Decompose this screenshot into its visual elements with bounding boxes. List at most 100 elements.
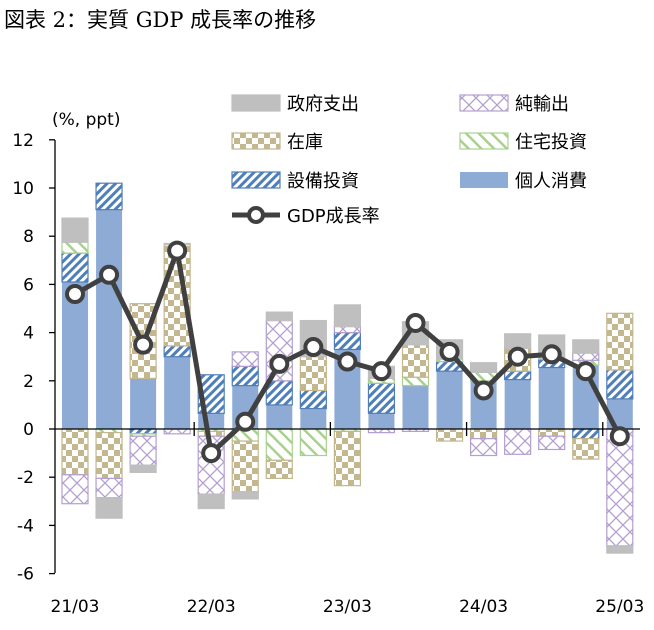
gdp-line-layer (65, 240, 630, 464)
bar-government-22-06 (231, 491, 259, 500)
bar-government-24-03 (470, 362, 498, 373)
bar-consumption-22-12 (300, 408, 327, 429)
legend-swatch-government (231, 94, 281, 112)
chart-title: 図表 2：実質 GDP 成長率の推移 (4, 8, 317, 32)
bar-capex-23-03 (333, 332, 361, 351)
bar-government-21-09 (129, 464, 157, 473)
bar-net_exports-21-03 (61, 474, 89, 505)
bar-inventory-23-03 (333, 430, 361, 487)
gdp-point-24-12 (575, 361, 596, 382)
bar-inventory-22-12 (299, 356, 327, 392)
y-tick-label: 10 (12, 179, 34, 199)
y-tick-label: -2 (17, 468, 34, 488)
bar-consumption-22-03 (198, 413, 225, 429)
y-axis-label: (%, ppt) (52, 110, 120, 130)
bar-net_exports-24-12 (572, 352, 600, 361)
gdp-point-21-12 (167, 240, 188, 261)
y-tick-label: -4 (17, 516, 34, 536)
bar-capex-21-09 (129, 428, 157, 435)
bar-government-24-06 (504, 333, 532, 349)
bar-inventory-23-09 (401, 344, 430, 378)
gdp-point-21-09 (133, 334, 154, 355)
bar-inventory-21-03 (61, 428, 89, 476)
x-tick-label: 25/03 (595, 597, 644, 617)
bar-inventory-23-12 (435, 428, 464, 442)
bar-consumption-23-09 (402, 385, 429, 429)
gdp-point-21-06 (99, 264, 120, 285)
bar-capex-23-06 (367, 382, 396, 414)
x-tick-label: 24/03 (459, 597, 508, 617)
bar-net_exports-21-09 (129, 435, 157, 466)
bar-inventory-21-06 (95, 432, 123, 480)
gdp-point-22-12 (303, 337, 324, 358)
y-tick-label: 12 (12, 131, 34, 151)
bar-net_exports-23-03 (333, 325, 361, 334)
legend-swatch-housing (459, 132, 509, 150)
bar-government-24-12 (572, 339, 600, 354)
bar-consumption-23-06 (368, 413, 395, 429)
bar-housing-23-09 (401, 376, 430, 387)
gdp-point-23-09 (405, 312, 426, 333)
bar-government-22-03 (197, 493, 225, 510)
gdp-point-23-12 (439, 341, 460, 362)
bar-net_exports-21-12 (163, 428, 191, 435)
bar-inventory-22-09 (265, 459, 293, 480)
gdp-point-21-03 (65, 284, 85, 305)
x-tick-label: 21/03 (51, 597, 100, 617)
bar-net_exports-22-06 (231, 351, 259, 367)
bar-capex-22-09 (265, 380, 293, 406)
bar-consumption-24-06 (504, 379, 531, 429)
bar-net_exports-21-06 (95, 477, 123, 499)
legend-swatch-consumption (460, 172, 508, 188)
bar-consumption-21-03 (62, 281, 88, 429)
legend-label-housing: 住宅投資 (515, 132, 587, 153)
bar-inventory-22-06 (231, 440, 259, 493)
bar-capex-22-06 (231, 365, 259, 387)
bar-government-22-09 (265, 311, 293, 322)
bar-net_exports-24-03 (470, 438, 498, 457)
y-tick-label: 2 (23, 372, 34, 392)
bar-consumption-21-12 (164, 356, 191, 429)
bar-consumption-21-09 (130, 378, 157, 429)
bar-consumption-21-06 (96, 209, 123, 429)
gdp-point-22-09 (269, 353, 290, 374)
bar-consumption-24-09 (538, 367, 565, 429)
bar-housing-21-03 (61, 241, 89, 254)
gdp-point-22-06 (235, 411, 256, 432)
legend-label-consumption: 個人消費 (515, 171, 587, 192)
bar-inventory-24-12 (572, 438, 600, 460)
bar-capex-22-12 (299, 389, 327, 410)
y-tick-label: 6 (23, 275, 34, 295)
gdp-point-23-06 (371, 361, 392, 382)
bar-government-25-03 (606, 545, 634, 554)
bar-government-23-03 (333, 304, 361, 328)
gdp-point-22-03 (201, 443, 222, 464)
bar-government-21-03 (61, 217, 89, 243)
y-tick-label: 0 (23, 420, 34, 440)
bar-net_exports-24-09 (538, 435, 566, 451)
gdp-point-25-03 (609, 426, 630, 447)
legend-label-line: GDP成長率 (287, 206, 380, 227)
bar-consumption-22-09 (266, 404, 293, 429)
bar-inventory-24-09 (538, 428, 566, 437)
bar-housing-22-09 (265, 428, 293, 461)
bar-capex-21-06 (95, 182, 123, 211)
axes-layer: -6 -4 -2 0 2 4 6 8 10 12 21/03 22/03 23/03 24/03 25/03 (12, 131, 644, 617)
bar-capex-21-12 (163, 345, 191, 358)
legend-label-inventory: 在庫 (287, 132, 323, 153)
bar-inventory-24-03 (470, 428, 498, 440)
legend-swatch-net_exports (459, 94, 509, 112)
bar-capex-21-03 (61, 252, 89, 283)
bar-capex-25-03 (606, 369, 634, 400)
bar-housing-22-12 (299, 428, 327, 457)
legend-swatch-capex (231, 171, 281, 189)
legend-gdp-marker-icon (247, 206, 265, 224)
legend-label-net_exports: 純輸出 (515, 94, 569, 115)
bar-consumption-23-12 (436, 371, 463, 429)
legend-label-government: 政府支出 (287, 94, 359, 115)
gdp-point-24-03 (473, 380, 494, 401)
bar-net_exports-24-06 (504, 428, 532, 455)
bar-inventory-22-03 (197, 430, 225, 437)
